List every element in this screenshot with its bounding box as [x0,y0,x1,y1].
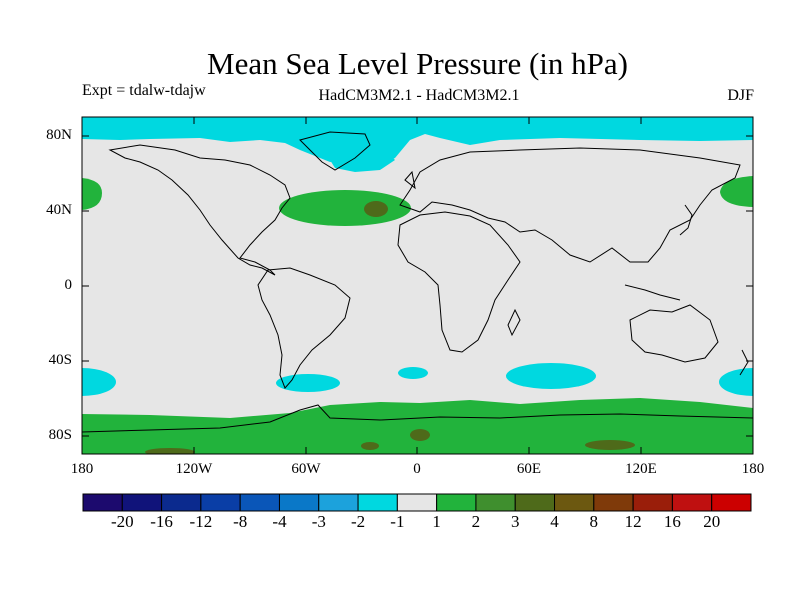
lon-label-60e: 60E [516,461,542,477]
colorbar-swatch [239,493,280,512]
colorbar-swatch [200,493,241,512]
colorbar-label: -20 [110,512,134,531]
coast-greenland [299,131,371,171]
model-label: HadCM3M2.1 - HadCM3M2.1 [318,87,520,104]
colorbar-swatch [278,493,320,512]
s-atlantic-negative-small [398,367,428,379]
colorbar-swatch [357,493,398,512]
lon-ticks [193,117,642,454]
colorbar-label: -16 [150,512,173,531]
coast-africa [397,211,521,353]
coast-indonesia [624,284,681,301]
map-field [82,117,753,454]
colorbar-label: -2 [351,512,366,531]
s-pacific-negative-east [719,368,753,396]
lon-label-60w: 60W [291,461,321,477]
coast-new-zealand [739,349,749,376]
experiment-label: Expt = tdalw-tdajw [82,82,206,99]
coast-japan [679,204,693,236]
antarctic-positive-core-1 [410,429,430,441]
map-title: Mean Sea Level Pressure (in hPa) [207,46,628,81]
season-label: DJF [727,87,754,104]
coast-south-america [257,267,351,389]
n-pacific-positive-east [720,176,753,207]
colorbar-swatch [593,493,634,512]
lat-label-80n: 80N [46,127,72,143]
southern-positive-band [82,398,753,454]
arctic-negative-tongue [330,150,395,172]
arctic-negative-region [82,117,753,165]
lat-ticks [82,135,753,437]
n-atlantic-positive-region [279,190,411,226]
colorbar-swatch [82,493,123,512]
neutral-field [82,117,753,454]
colorbar-label: 20 [703,512,721,531]
antarctic-positive-core-3 [585,440,635,450]
lon-label-120e: 120E [625,461,657,477]
colorbar-swatch [711,493,752,512]
n-atlantic-positive-core [364,201,388,217]
coast-eurasia [399,147,741,263]
lon-label-180-west: 180 [70,461,94,477]
colorbar-label: 16 [663,512,681,531]
antarctic-positive-core-2 [361,442,379,450]
colorbar-swatch [632,493,673,512]
colorbar-swatch [436,493,477,512]
colorbar-label: 3 [510,512,520,531]
colorbar-swatch [161,493,202,512]
colorbar-label: -1 [390,512,405,531]
coast-antarctica [82,404,753,433]
lon-label-0: 0 [413,461,421,477]
coast-australia [629,304,719,363]
s-indian-negative-region [506,363,596,389]
colorbar-swatch [671,493,713,512]
lat-label-80s: 80S [48,427,72,443]
lon-label-180-east: 180 [741,461,765,477]
lat-label-40s: 40S [48,352,72,368]
colorbar-swatch [554,493,595,512]
coastlines [82,131,753,433]
colorbar-label: -8 [233,512,248,531]
colorbar-label: 1 [432,512,441,531]
colorbar-label: -4 [272,512,287,531]
colorbar-label: 8 [589,512,599,531]
s-atlantic-negative-region [276,374,340,392]
colorbar-label: -12 [189,512,213,531]
s-pacific-negative-west [82,368,116,396]
colorbar-swatch [475,493,516,512]
lon-label-120w: 120W [175,461,213,477]
colorbar-label: 2 [471,512,481,531]
colorbar-label: 4 [550,512,559,531]
colorbar-swatch [514,493,556,512]
coast-madagascar [507,308,521,337]
colorbar [82,493,752,512]
antarctic-positive-core-4 [145,448,195,454]
n-pacific-positive-west [82,178,102,210]
colorbar-swatch [121,493,163,512]
colorbar-swatch [396,493,438,512]
coast-north-america [108,144,291,276]
lat-label-40n: 40N [46,202,72,218]
colorbar-label: -3 [311,512,326,531]
lat-label-0: 0 [64,277,73,293]
colorbar-label: 12 [624,512,642,531]
coast-uk [404,170,416,190]
colorbar-swatch [318,493,359,512]
